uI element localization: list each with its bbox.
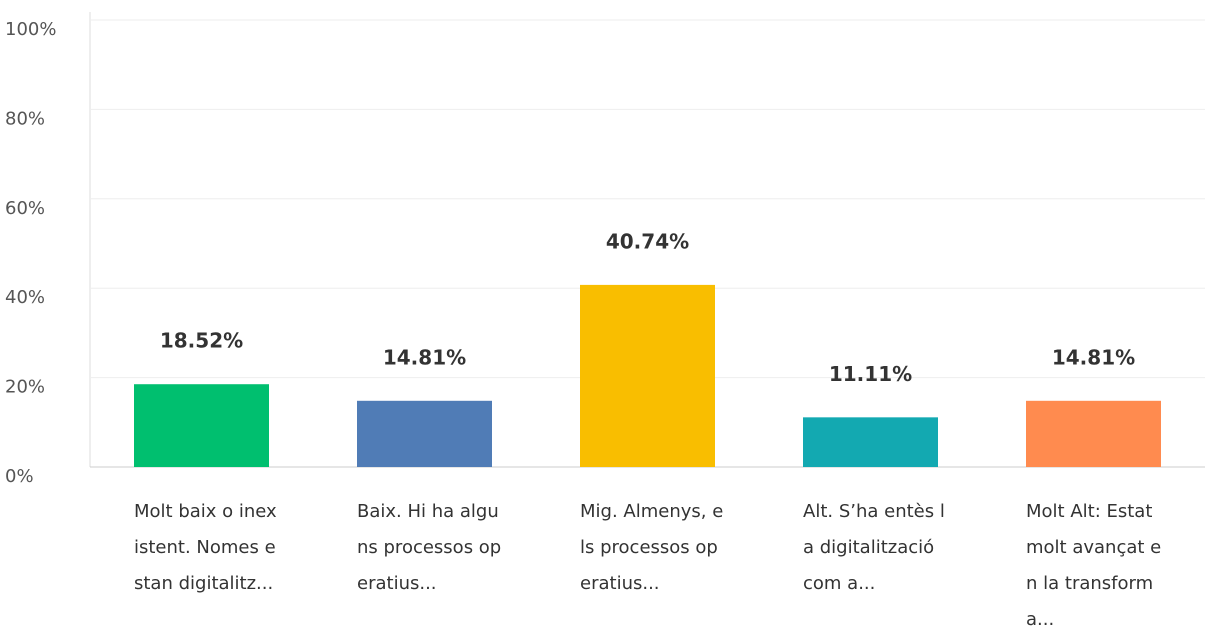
y-tick-label: 40% bbox=[5, 287, 45, 308]
bar bbox=[134, 384, 269, 467]
y-tick-label: 60% bbox=[5, 198, 45, 219]
bar bbox=[357, 400, 492, 467]
y-tick-label: 20% bbox=[5, 377, 45, 398]
x-tick-label: Mig. Almenys, els processos operatius... bbox=[580, 501, 724, 594]
value-label: 14.81% bbox=[1052, 345, 1135, 369]
y-tick-label: 100% bbox=[5, 19, 56, 40]
value-label: 18.52% bbox=[160, 329, 243, 353]
bar bbox=[1026, 400, 1161, 467]
y-tick-label: 0% bbox=[5, 466, 34, 487]
x-tick-label: Molt Alt: Estat molt avançat en la trans… bbox=[1026, 501, 1162, 630]
x-tick-label: Baix. Hi ha alguns processos operatius..… bbox=[357, 501, 502, 594]
value-label: 40.74% bbox=[606, 229, 689, 253]
value-label: 14.81% bbox=[383, 345, 466, 369]
x-tick-label: Molt baix o inexistent. Nomes estan digi… bbox=[134, 501, 277, 594]
x-tick-label: Alt. S’ha entès la digitalització com a.… bbox=[803, 501, 945, 594]
bar bbox=[580, 284, 715, 467]
y-tick-label: 80% bbox=[5, 108, 45, 129]
value-label: 11.11% bbox=[829, 362, 912, 386]
bar bbox=[803, 417, 938, 467]
